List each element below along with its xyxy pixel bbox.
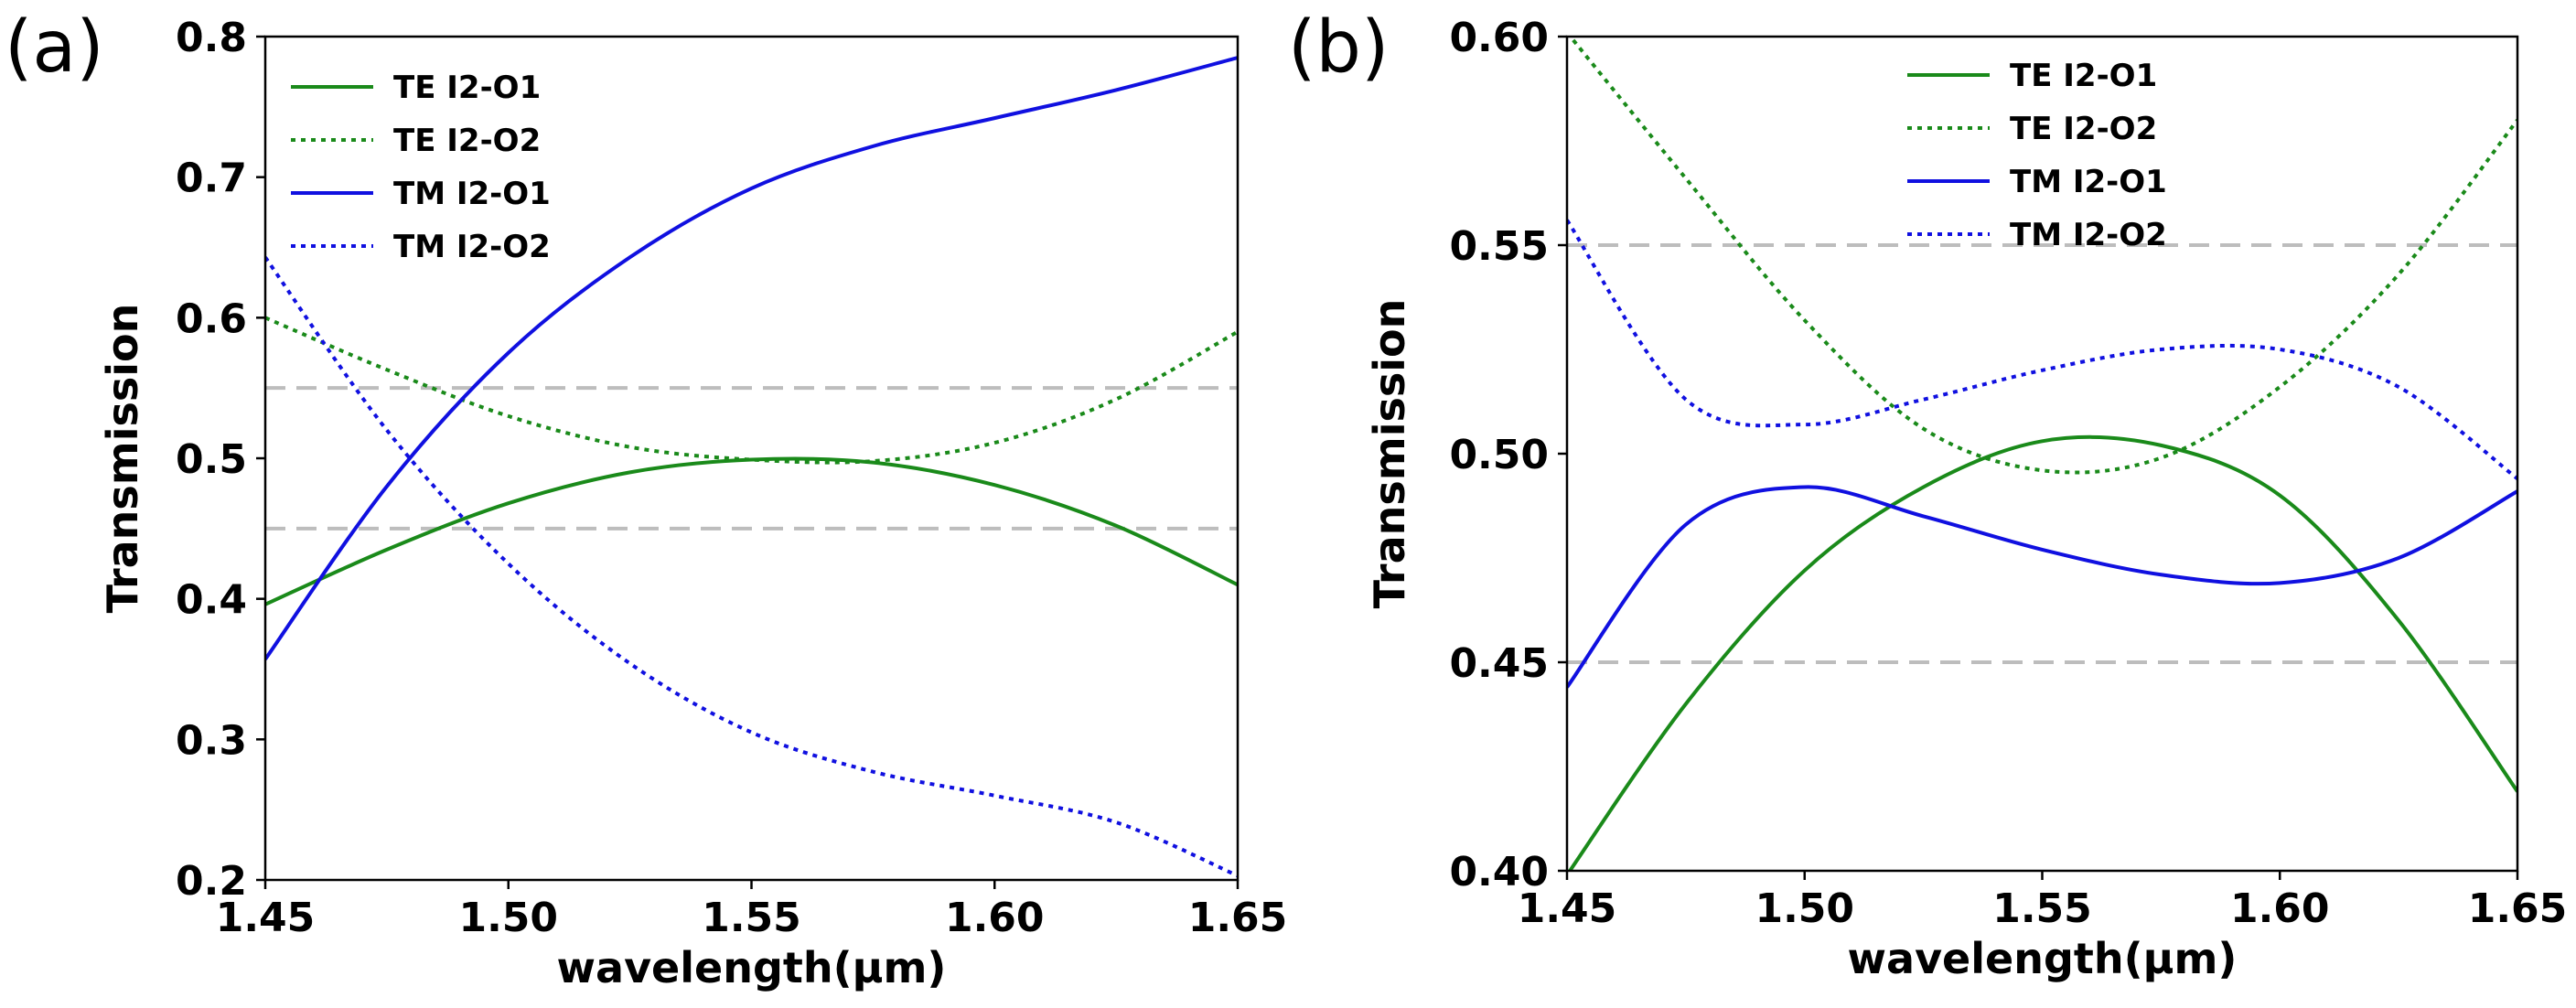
panel-label: (a) [5,6,104,89]
y-tick-label: 0.8 [176,15,247,61]
legend-label: TM I2-O2 [393,229,551,265]
y-tick-label: 0.55 [1449,223,1549,270]
x-tick-label: 1.55 [1992,885,2092,932]
y-tick-label: 0.3 [176,717,247,764]
series-line-te-i2-o2 [1568,37,2517,475]
y-tick-label: 0.60 [1449,15,1549,61]
chart-panel-1: 1.45 1.50 1.55 1.60 1.65 0.2 0.3 0.4 0.5 0.6 0.7 0.… [5,6,1287,992]
x-tick-label: 1.65 [1188,895,1288,941]
legend-label: TE I2-O2 [2010,111,2157,147]
x-tick-label: 1.65 [2468,885,2568,932]
y-tick-label: 0.7 [176,155,247,202]
x-tick-label: 1.50 [458,895,558,941]
legend-label: TM I2-O1 [2010,164,2167,200]
x-tick-label: 1.45 [1518,885,1617,932]
series-line-tm-i2-o2 [1567,219,2517,480]
legend-label: TE I2-O2 [393,123,541,159]
x-axis-label: wavelength(μm) [557,943,947,992]
y-tick-label: 0.40 [1449,849,1549,895]
x-tick-label: 1.55 [702,895,801,941]
series-group [1567,37,2517,871]
legend-label: TM I2-O2 [2010,217,2167,253]
legend-label: TM I2-O1 [393,176,551,212]
x-tick-label: 1.45 [216,895,316,941]
x-tick-label: 1.60 [945,895,1045,941]
series-line-te-i2-o1 [265,456,1238,606]
y-axis-label: Transmission [1365,299,1414,609]
series-group [265,56,1238,878]
legend-label: TE I2-O1 [2010,58,2157,94]
series-line-te-i2-o1 [1567,434,2517,871]
y-axis-label: Transmission [98,304,147,614]
series-line-tm-i2-o1 [265,56,1238,660]
x-tick-label: 1.50 [1755,885,1854,932]
x-axis-label: wavelength(μm) [1848,934,2238,983]
legend: TE I2-O1 TE I2-O2 TM I2-O1 TM I2-O2 [291,70,551,265]
series-line-te-i2-o2 [265,316,1238,465]
y-tick-label: 0.5 [176,436,247,483]
y-tick-label: 0.4 [176,577,247,624]
series-line-tm-i2-o1 [1567,485,2517,689]
y-tick-label: 0.2 [176,858,247,905]
plot-frame [1565,35,2519,873]
y-tick-label: 0.6 [176,295,247,342]
series-line-tm-i2-o2 [265,256,1238,878]
panel-label: (b) [1288,6,1389,89]
legend: TE I2-O1 TE I2-O2 TM I2-O1 TM I2-O2 [1907,58,2167,253]
y-tick-label: 0.45 [1449,640,1549,687]
legend-label: TE I2-O1 [393,70,541,106]
chart-panel-2: 1.45 1.50 1.55 1.60 1.65 0.40 0.45 0.50 0.55 0.60… [1288,6,2567,983]
x-tick-label: 1.60 [2230,885,2330,932]
y-tick-label: 0.50 [1449,432,1549,478]
